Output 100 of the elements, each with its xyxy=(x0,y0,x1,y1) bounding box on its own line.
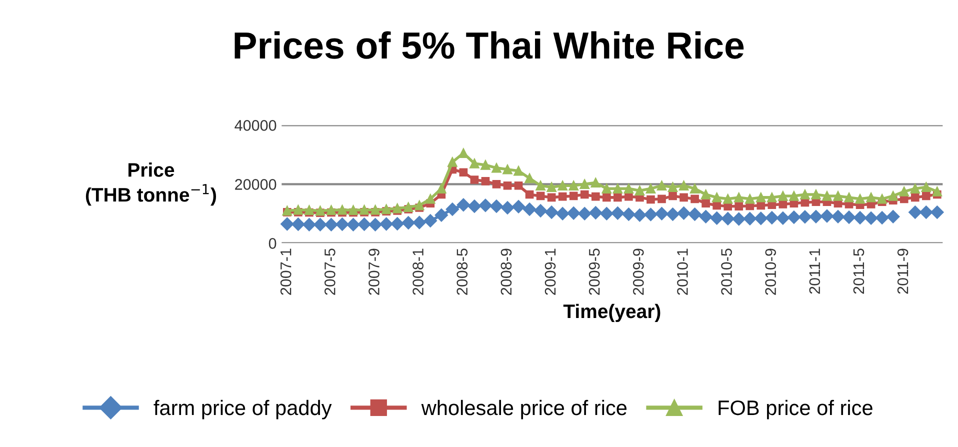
point xyxy=(502,164,512,174)
point xyxy=(699,210,712,224)
point xyxy=(921,182,932,192)
point xyxy=(800,190,810,200)
point xyxy=(888,191,898,201)
point xyxy=(448,157,458,167)
point xyxy=(546,182,556,192)
point xyxy=(326,205,336,215)
point xyxy=(424,214,437,228)
point xyxy=(480,160,490,170)
point xyxy=(658,194,666,204)
point xyxy=(690,194,699,204)
point xyxy=(668,182,678,192)
point xyxy=(536,192,545,200)
legend-label: farm price of paddy xyxy=(154,400,332,420)
point xyxy=(602,184,612,194)
point xyxy=(712,192,722,202)
point xyxy=(402,216,415,230)
point xyxy=(346,218,360,232)
x-tick-label: 2007-5 xyxy=(324,248,336,295)
point xyxy=(778,191,788,201)
point xyxy=(734,202,744,210)
point xyxy=(798,210,812,224)
point xyxy=(481,177,490,186)
point xyxy=(910,184,920,194)
point xyxy=(732,212,746,226)
point xyxy=(359,204,370,215)
point xyxy=(380,217,393,231)
x-tick-label: 2010-5 xyxy=(721,248,732,295)
point xyxy=(524,173,534,184)
point xyxy=(514,166,524,176)
x-tick-label: 2009-9 xyxy=(632,248,644,295)
y-tick-label: 20000 xyxy=(235,179,276,190)
point xyxy=(456,198,470,212)
point xyxy=(633,208,646,222)
point xyxy=(614,193,622,202)
point xyxy=(908,206,922,219)
point xyxy=(368,218,382,232)
point xyxy=(864,212,878,225)
x-tick-label: 2007-1 xyxy=(280,248,292,295)
point xyxy=(853,211,867,224)
point xyxy=(580,179,590,190)
point xyxy=(436,184,446,194)
point xyxy=(446,202,460,216)
point xyxy=(634,186,645,196)
point xyxy=(646,184,656,194)
point xyxy=(866,192,876,202)
point xyxy=(348,205,358,215)
point xyxy=(678,180,689,190)
point xyxy=(756,192,766,202)
point xyxy=(855,194,865,204)
point xyxy=(922,192,930,200)
point xyxy=(833,191,843,201)
x-tick-label: 2008-1 xyxy=(412,248,424,295)
x-tick-label: 2009-1 xyxy=(544,248,556,295)
point xyxy=(547,193,556,202)
point xyxy=(558,192,567,201)
point xyxy=(514,181,523,190)
point xyxy=(710,212,724,225)
point xyxy=(809,210,823,224)
point xyxy=(314,218,327,232)
y-tick-label: 0 xyxy=(268,238,276,249)
point xyxy=(468,200,482,213)
point xyxy=(293,204,304,215)
point xyxy=(358,218,371,231)
point xyxy=(624,184,634,194)
point xyxy=(622,208,636,221)
point xyxy=(512,200,526,214)
point xyxy=(787,210,801,224)
point xyxy=(569,192,578,200)
x-tick-label: 2007-9 xyxy=(368,248,380,295)
point xyxy=(304,205,314,215)
point xyxy=(292,218,305,231)
point xyxy=(403,202,414,212)
point xyxy=(680,193,688,202)
x-tick-label: 2010-9 xyxy=(765,248,776,295)
point xyxy=(580,190,589,199)
point xyxy=(392,203,402,214)
point xyxy=(734,192,744,202)
x-tick-label: 2009-5 xyxy=(588,248,600,295)
point xyxy=(336,218,349,231)
point xyxy=(831,210,845,224)
point xyxy=(337,204,348,215)
point xyxy=(721,212,734,226)
point xyxy=(370,204,380,215)
point xyxy=(412,216,426,230)
chart-title: Prices of 5% Thai White Rice xyxy=(234,31,744,59)
point xyxy=(556,207,570,220)
point xyxy=(390,217,404,230)
point xyxy=(690,184,700,194)
point xyxy=(490,200,504,213)
point xyxy=(877,194,887,204)
point xyxy=(677,206,690,220)
point xyxy=(492,180,501,188)
point xyxy=(743,212,756,226)
point xyxy=(745,194,755,204)
legend-label: wholesale price of rice xyxy=(421,400,627,420)
point xyxy=(656,180,667,190)
point xyxy=(668,192,677,200)
point xyxy=(702,199,710,208)
